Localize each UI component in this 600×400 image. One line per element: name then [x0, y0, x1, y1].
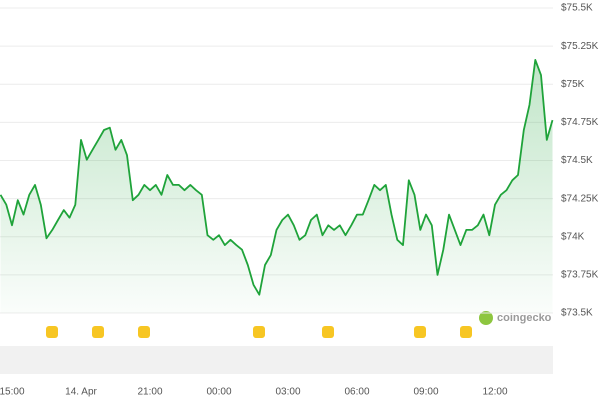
watermark: coingecko: [497, 312, 552, 324]
y-tick-label: $75.25K: [561, 41, 599, 52]
event-marker: [414, 326, 426, 338]
x-tick-label: 15:00: [0, 387, 25, 398]
event-marker: [46, 326, 58, 338]
y-tick-label: $74.75K: [561, 117, 599, 128]
x-tick-label: 09:00: [413, 387, 438, 398]
x-tick-label: 14. Apr: [65, 387, 97, 398]
volume-band: [0, 346, 553, 374]
y-tick-label: $74.25K: [561, 193, 599, 204]
area: [0, 59, 553, 314]
y-tick-label: $74K: [561, 231, 585, 242]
y-tick-label: $75.5K: [561, 3, 593, 14]
x-tick-label: 21:00: [137, 387, 162, 398]
y-tick-label: $73.5K: [561, 308, 593, 319]
price-line: [0, 59, 554, 296]
x-tick-label: 00:00: [206, 387, 231, 398]
y-tick-label: $74.5K: [561, 155, 593, 166]
event-marker: [322, 326, 334, 338]
event-marker: [92, 326, 104, 338]
x-tick-label: 12:00: [482, 387, 507, 398]
event-marker: [138, 326, 150, 338]
y-tick-label: $75K: [561, 79, 585, 90]
x-tick-label: 06:00: [344, 387, 369, 398]
event-markers: [46, 326, 472, 338]
y-tick-label: $73.75K: [561, 270, 599, 281]
event-marker: [253, 326, 265, 338]
watermark-logo: [479, 311, 493, 325]
event-marker: [460, 326, 472, 338]
x-tick-label: 03:00: [275, 387, 300, 398]
